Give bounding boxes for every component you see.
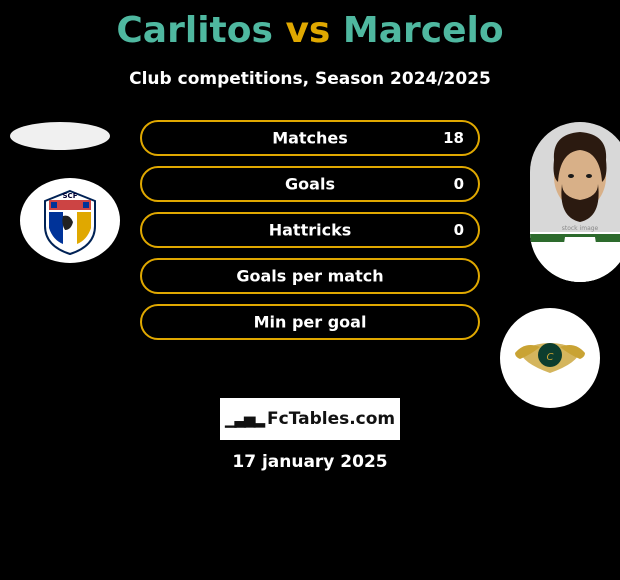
- stat-value-right: 0: [454, 175, 464, 193]
- svg-text:stock image: stock image: [562, 225, 599, 232]
- stat-row-hattricks: Hattricks 0: [140, 212, 480, 248]
- club-badge-left-icon: SCF: [35, 186, 105, 256]
- stat-label: Goals: [285, 175, 335, 194]
- player2-photo: stock image: [530, 122, 620, 282]
- stat-row-goals-per-match: Goals per match: [140, 258, 480, 294]
- brand-text: FcTables.com: [267, 409, 395, 429]
- stat-label: Matches: [272, 129, 348, 148]
- club-badge-right-icon: C: [510, 333, 590, 383]
- player2-name: Marcelo: [343, 10, 504, 51]
- stat-label: Min per goal: [254, 313, 367, 332]
- stat-row-min-per-goal: Min per goal: [140, 304, 480, 340]
- svg-text:C: C: [547, 352, 554, 363]
- stat-value-right: 18: [443, 129, 464, 147]
- chart-icon: ▁▃▅▂: [225, 410, 263, 428]
- stats-container: Matches 18 Goals 0 Hattricks 0 Goals per…: [140, 120, 480, 350]
- stat-label: Goals per match: [236, 267, 383, 286]
- stat-row-matches: Matches 18: [140, 120, 480, 156]
- comparison-subtitle: Club competitions, Season 2024/2025: [0, 69, 620, 89]
- vs-text: vs: [285, 10, 330, 51]
- stat-value-right: 0: [454, 221, 464, 239]
- player1-club-badge: SCF: [20, 178, 120, 263]
- player1-photo: [10, 122, 110, 150]
- footer-brand[interactable]: ▁▃▅▂ FcTables.com: [220, 398, 400, 440]
- player2-club-badge: C: [500, 308, 600, 408]
- footer-date: 17 january 2025: [232, 452, 387, 472]
- comparison-title: Carlitos vs Marcelo: [0, 0, 620, 51]
- svg-text:SCF: SCF: [63, 192, 78, 200]
- player1-name: Carlitos: [116, 10, 273, 51]
- stat-row-goals: Goals 0: [140, 166, 480, 202]
- stat-label: Hattricks: [269, 221, 352, 240]
